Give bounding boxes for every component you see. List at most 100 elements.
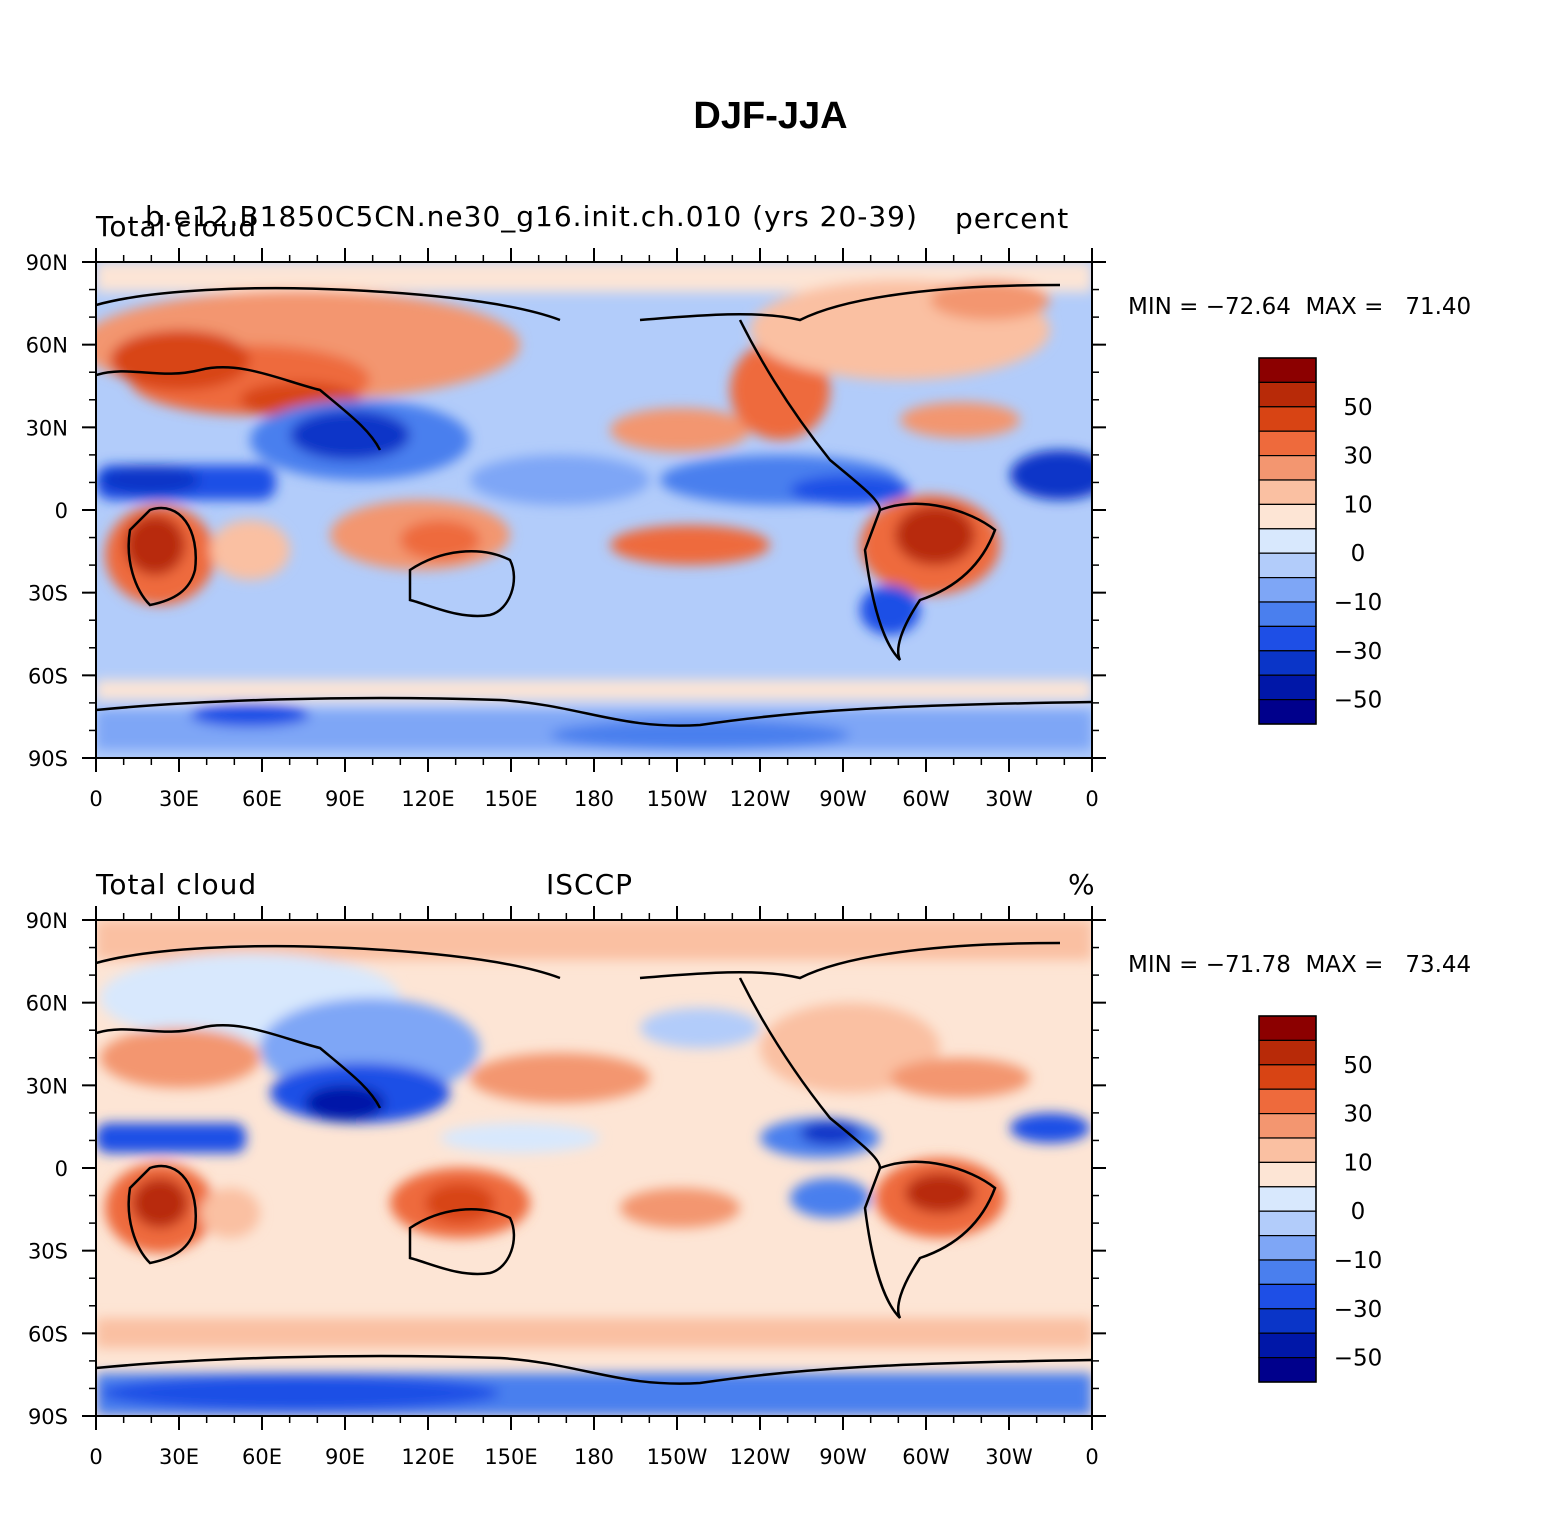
lat-tick-label: 60S [28, 1322, 68, 1346]
lon-tick-label: 150E [484, 1445, 537, 1469]
colorbar-box [1258, 577, 1317, 603]
coastlines-observed [96, 941, 1092, 1385]
lon-tick-label: 0 [89, 787, 102, 811]
lon-tick-label: 150W [647, 1445, 708, 1469]
colorbar-box [1258, 528, 1317, 554]
colorbar-box [1258, 1332, 1317, 1359]
colorbar-label: 0 [1351, 541, 1366, 567]
right-label: % [1068, 868, 1096, 901]
colorbar-box [1258, 1308, 1317, 1334]
colorbar-label: 10 [1343, 1150, 1372, 1176]
colorbar-box [1258, 1088, 1317, 1115]
colorbar-box [1258, 601, 1317, 627]
colorbar-frame [1258, 357, 1317, 725]
colorbar-box [1258, 1357, 1317, 1383]
colorbar-box [1258, 1283, 1317, 1310]
lat-tick-label: 30S [28, 582, 68, 606]
colorbar-observed: 50 30 10 0 −10 −30 −50 [1258, 1015, 1383, 1383]
lon-tick-label: 0 [1085, 1445, 1098, 1469]
lat-tick-label: 90N [26, 251, 68, 275]
panel-model: 90N 60N 30N 0 30S 60S 90S 0 30E 60E 90E 120E 150E 180… [0, 190, 1541, 830]
colorbar-box [1258, 1210, 1317, 1237]
colorbar-box [1258, 1259, 1317, 1285]
colorbar-box [1258, 1064, 1317, 1090]
right-label: percent [955, 202, 1070, 235]
lon-tick-label: 120E [401, 787, 454, 811]
colorbar-box [1258, 1015, 1317, 1041]
colorbar-frame [1258, 1015, 1317, 1383]
colorbar-box [1258, 1161, 1317, 1188]
lon-tick-label: 60E [242, 1445, 282, 1469]
lon-tick-label: 150E [484, 787, 537, 811]
lon-tick-label: 30E [159, 787, 199, 811]
min-max-readout: MIN = −72.64 MAX = 71.40 [1128, 294, 1472, 320]
colorbar-label: −10 [1334, 590, 1383, 616]
colorbar-box [1258, 552, 1317, 579]
colorbar-label: −50 [1334, 688, 1383, 714]
colorbar-box [1258, 479, 1317, 505]
lat-tick-label: 90N [26, 909, 68, 933]
lon-tick-label: 120E [401, 1445, 454, 1469]
colorbar-box [1258, 430, 1317, 457]
figure-title: DJF-JJA [693, 95, 848, 137]
lon-tick-label: 0 [89, 1445, 102, 1469]
lat-tick-label: 30N [26, 416, 68, 440]
colorbar-label: 30 [1343, 1102, 1372, 1128]
lon-tick-label: 90W [819, 787, 867, 811]
lon-tick-label: 0 [1085, 787, 1098, 811]
lat-tick-label: 0 [55, 499, 68, 523]
axis-ticks-observed: 90N 60N 30N 0 30S 60S 90S 0 30E 60E 90E 120E 150E 180… [26, 906, 1106, 1469]
colorbar-label: 10 [1343, 492, 1372, 518]
map-observed: 90N 60N 30N 0 30S 60S 90S 0 30E 60E 90E 120E 150E 180… [26, 906, 1383, 1469]
colorbar-box [1258, 1113, 1317, 1139]
coastlines-model [96, 283, 1092, 727]
colorbar-label: −50 [1334, 1346, 1383, 1372]
colorbar-model: 50 30 10 0 −10 −30 −50 [1258, 357, 1383, 725]
lat-tick-label: 60N [26, 334, 68, 358]
colorbar-box [1258, 674, 1317, 701]
colorbar-box [1258, 455, 1317, 481]
colorbar-label: 50 [1343, 395, 1372, 421]
lon-tick-label: 90E [325, 787, 365, 811]
lon-tick-label: 150W [647, 787, 708, 811]
lon-tick-label: 90W [819, 1445, 867, 1469]
colorbar-box [1258, 1186, 1317, 1212]
lon-tick-label: 180 [574, 1445, 614, 1469]
left-label: Total cloud [96, 210, 258, 243]
colorbar-box [1258, 699, 1317, 725]
axis-ticks-model: 90N 60N 30N 0 30S 60S 90S 0 30E 60E 90E 120E 150E 180… [26, 248, 1106, 811]
min-max-readout: MIN = −71.78 MAX = 73.44 [1128, 952, 1472, 978]
panel-observed: 90N 60N 30N 0 30S 60S 90S 0 30E 60E 90E 120E 150E 180… [0, 848, 1541, 1488]
lat-tick-label: 60S [28, 664, 68, 688]
colorbar-label: 0 [1351, 1199, 1366, 1225]
colorbar-label: −30 [1334, 639, 1383, 665]
lon-tick-label: 120W [730, 1445, 791, 1469]
center-label: ISCCP [546, 868, 634, 901]
colorbar-box [1258, 406, 1317, 432]
lat-tick-label: 0 [55, 1157, 68, 1181]
map-model: 90N 60N 30N 0 30S 60S 90S 0 30E 60E 90E 120E 150E 180… [26, 248, 1383, 811]
colorbar-box [1258, 1137, 1317, 1163]
lat-tick-label: 90S [28, 1405, 68, 1429]
colorbar-box [1258, 503, 1317, 530]
lon-tick-label: 60E [242, 787, 282, 811]
lon-tick-label: 90E [325, 1445, 365, 1469]
colorbar-label: −10 [1334, 1248, 1383, 1274]
colorbar-box [1258, 357, 1317, 383]
colorbar-label: 30 [1343, 444, 1372, 470]
lon-tick-label: 60W [902, 787, 950, 811]
colorbar-label: −30 [1334, 1297, 1383, 1323]
lon-tick-label: 180 [574, 787, 614, 811]
lon-tick-label: 30W [985, 787, 1033, 811]
center-label: b.e12.B1850C5CN.ne30_g16.init.ch.010 (yr… [145, 200, 918, 233]
left-label: Total cloud [96, 868, 258, 901]
lat-tick-label: 60N [26, 992, 68, 1016]
lon-tick-label: 30E [159, 1445, 199, 1469]
lat-tick-label: 90S [28, 747, 68, 771]
colorbar-box [1258, 650, 1317, 676]
colorbar-box [1258, 1235, 1317, 1261]
colorbar-box [1258, 625, 1317, 652]
lat-tick-label: 30S [28, 1240, 68, 1264]
cloud-field-model [96, 262, 1092, 750]
colorbar-box [1258, 381, 1317, 408]
